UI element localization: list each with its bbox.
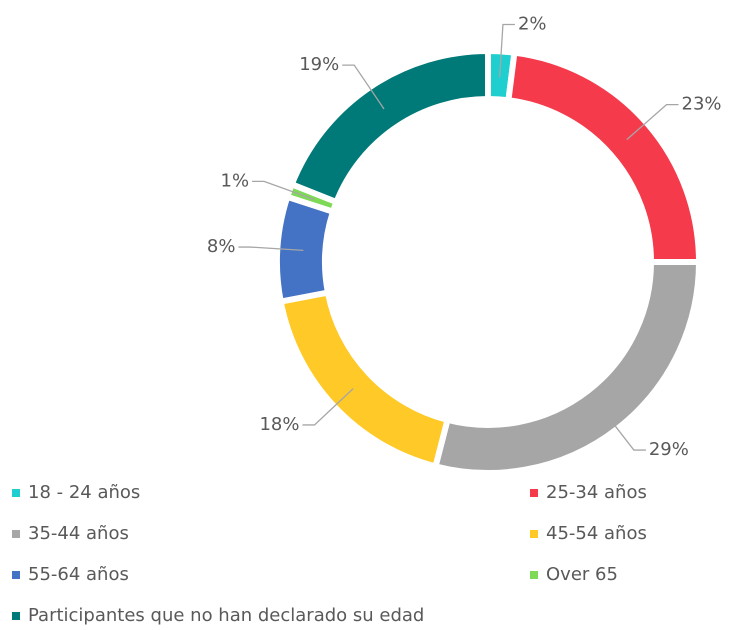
data-label: 19% (299, 54, 339, 75)
leader-line (302, 388, 354, 426)
donut-slice (505, 49, 703, 265)
legend-label: 55-64 años (28, 564, 129, 585)
legend-swatch (12, 612, 20, 620)
data-label: 23% (682, 94, 722, 115)
data-label: 8% (207, 236, 236, 257)
legend-swatch (12, 530, 20, 538)
leader-line (252, 180, 315, 200)
legend-label: 45-54 años (546, 523, 647, 544)
leader-line (498, 23, 515, 78)
legend-swatch (530, 489, 538, 497)
legend-swatch (12, 489, 20, 497)
data-label: 2% (518, 13, 547, 34)
leader-line (342, 64, 385, 110)
leader-line (626, 103, 679, 141)
legend-label: 25-34 años (546, 482, 647, 503)
data-label: 1% (221, 170, 250, 191)
legend-swatch (530, 530, 538, 538)
data-label: 18% (259, 414, 299, 435)
leader-line (238, 246, 304, 252)
data-label: 29% (649, 439, 689, 460)
donut-slice (287, 47, 491, 206)
legend-swatch (12, 571, 20, 579)
leader-line (600, 407, 646, 451)
legend-label: Over 65 (546, 564, 618, 585)
donut-slice (277, 289, 452, 471)
legend-label: 35-44 años (28, 523, 129, 544)
legend-label: 18 - 24 años (28, 482, 140, 503)
legend-swatch (530, 571, 538, 579)
legend-label: Participantes que no han declarado su ed… (28, 605, 424, 626)
